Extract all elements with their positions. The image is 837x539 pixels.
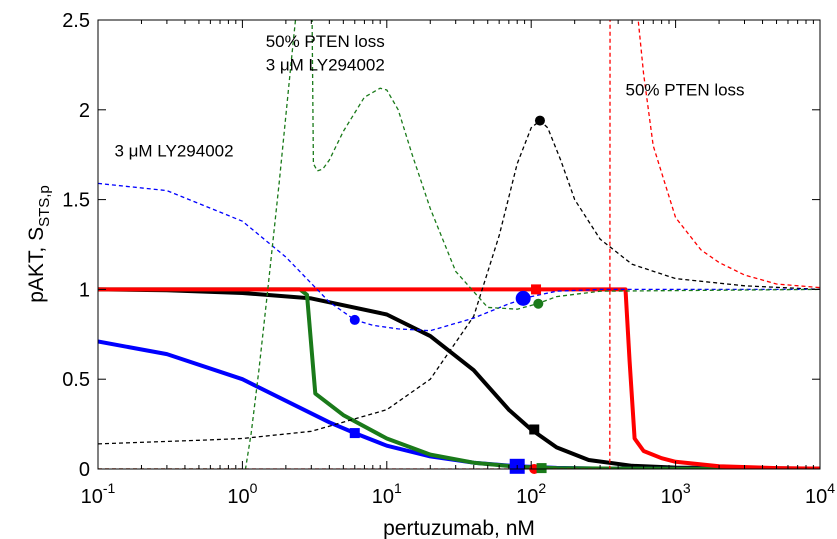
x-tick-exp: 4 (827, 480, 835, 496)
x-tick-exp: 1 (394, 480, 402, 496)
x-tick-exp: 3 (683, 480, 691, 496)
series-line-dashed-6 (98, 20, 820, 469)
y-axis-label: pAKT, SSTS,p (25, 185, 53, 303)
y-axis-label-sub: STS,p (36, 185, 53, 227)
annotation-1: 50% PTEN loss (266, 32, 385, 51)
y-tick-label-5: 2.5 (62, 10, 90, 32)
x-tick-label-5: 104 (805, 480, 835, 508)
marker-circle-4 (515, 290, 531, 306)
marker-circle-2 (349, 314, 360, 325)
series-line-solid-3 (98, 287, 820, 469)
marker-square-3 (349, 428, 360, 439)
x-tick-label-1: 100 (227, 480, 257, 508)
x-tick-label-3: 102 (516, 480, 546, 508)
y-tick-label-0: 0 (79, 459, 90, 481)
x-tick-exp: 2 (538, 480, 546, 496)
y-tick-label-1: 0.5 (62, 369, 90, 391)
x-tick-base: 10 (661, 486, 683, 508)
annotation-2: 3 μM LY294002 (266, 55, 385, 74)
series-line-dashed-7 (98, 20, 820, 469)
x-tick-base: 10 (227, 486, 249, 508)
x-tick-base: 10 (805, 486, 827, 508)
x-tick-base: 10 (516, 486, 538, 508)
annotation-0: 3 μM LY294002 (114, 141, 233, 160)
x-tick-base: 10 (372, 486, 394, 508)
series-line-solid-0 (98, 287, 820, 469)
marker-circle-0 (534, 115, 545, 126)
y-tick-label-2: 1 (79, 279, 90, 301)
series-line-dashed-5 (98, 182, 820, 332)
annotation-3: 50% PTEN loss (626, 80, 745, 99)
series-line-solid-2 (98, 287, 820, 469)
x-tick-exp: 0 (250, 480, 258, 496)
y-axis-label-main: pAKT, S (25, 227, 48, 303)
x-tick-base: 10 (81, 486, 103, 508)
marker-square-6 (531, 284, 542, 295)
x-axis-label: pertuzumab, nM (383, 517, 535, 539)
y-tick-label-4: 2 (79, 100, 90, 122)
x-tick-label-0: 10-1 (81, 480, 116, 508)
x-tick-label-4: 103 (661, 480, 691, 508)
annotation-layer: 3 μM LY294002 50% PTEN loss 3 μM LY294002 5… (114, 32, 744, 161)
marker-layer (349, 115, 547, 474)
marker-circle-8 (533, 298, 544, 309)
y-tick-label-3: 1.5 (62, 190, 90, 212)
x-tick-label-2: 101 (372, 480, 402, 508)
x-tick-exp: -1 (103, 480, 116, 496)
plot-frame (97, 19, 821, 470)
marker-square-1 (529, 424, 540, 435)
series-line-dashed-4 (98, 119, 820, 445)
series-layer (98, 20, 820, 469)
marker-square-9 (536, 463, 547, 474)
